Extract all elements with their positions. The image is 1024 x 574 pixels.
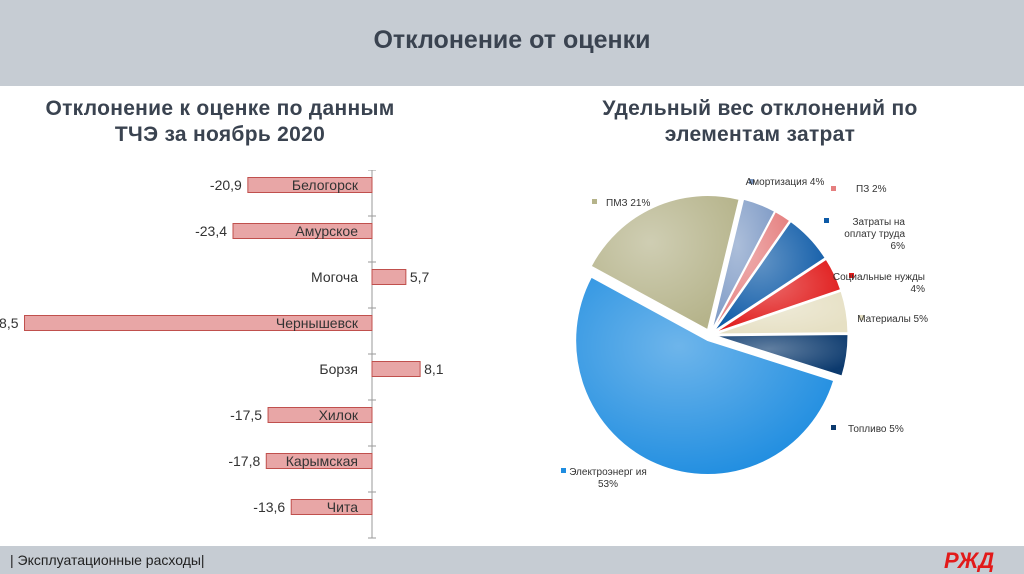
slice-label: Затраты на оплату труда 6% — [844, 217, 905, 252]
slice-label: Электроэнерг ия 53% — [569, 467, 647, 490]
bar — [371, 269, 407, 285]
pie-slice-shine — [714, 221, 826, 331]
bar — [24, 315, 373, 331]
category-label: Могоча — [311, 269, 358, 285]
pie-slice-shine — [712, 199, 775, 330]
bar — [265, 453, 373, 469]
value-label: -23,4 — [195, 223, 227, 239]
footer-band: | Эксплуатационные расходы| РЖД — [0, 546, 1024, 574]
value-label: 5,7 — [410, 269, 430, 285]
bar — [232, 223, 373, 239]
legend-marker — [831, 186, 836, 191]
pie-chart: Амортизация 4% ПЗ 2% Затраты на оплату труд… — [561, 177, 928, 490]
value-label: -58,5 — [0, 315, 19, 331]
legend-marker — [561, 468, 566, 473]
pie-slice-shine — [715, 259, 841, 333]
bar — [371, 361, 421, 377]
value-label: 8,1 — [424, 361, 444, 377]
category-label: Чита — [327, 499, 358, 515]
legend-marker — [824, 218, 829, 223]
header-band: Отклонение от оценки — [0, 0, 1024, 86]
slice-label: ПЗ 2% — [856, 184, 887, 195]
value-label: -13,6 — [253, 499, 285, 515]
category-label: Белогорск — [292, 177, 359, 193]
bar-chart: Белогорск -20,9 Амурское -23,4 Могоча 5,7 Черн… — [0, 170, 444, 539]
legend-marker — [592, 199, 597, 204]
slice-label: Амортизация 4% — [746, 177, 825, 188]
rzd-logo-icon: РЖД — [944, 548, 994, 572]
value-label: -17,8 — [228, 453, 260, 469]
category-label: Борзя — [319, 361, 358, 377]
slice-label: Социальные нужды 4% — [833, 272, 925, 295]
pie-slice-shine — [715, 334, 848, 376]
category-label: Хилок — [319, 407, 359, 423]
bar — [290, 499, 373, 515]
slice-label: Топливо 5% — [848, 424, 904, 435]
pie-slice-shine — [591, 195, 740, 330]
bar — [267, 407, 373, 423]
legend-marker — [849, 273, 854, 278]
pie-slice-shine — [575, 277, 834, 475]
pie-slice-shine — [713, 211, 790, 330]
page-title: Отклонение от оценки — [373, 26, 651, 54]
category-label: Карымская — [286, 453, 358, 469]
value-label: -20,9 — [210, 177, 242, 193]
category-label: Амурское — [295, 223, 358, 239]
value-label: -17,5 — [230, 407, 262, 423]
category-label: Чернышевск — [276, 315, 359, 331]
footer-text: | Эксплуатационные расходы| — [10, 552, 205, 568]
slice-label: Материалы 5% — [857, 314, 928, 325]
legend-marker — [859, 315, 864, 320]
legend-marker — [831, 425, 836, 430]
svg-text:РЖД: РЖД — [944, 548, 994, 572]
slice-label: ПМЗ 21% — [606, 198, 650, 209]
pie-slice-shine — [715, 291, 848, 334]
legend-marker — [749, 179, 754, 184]
bar — [247, 177, 373, 193]
pie-chart-title: Удельный вес отклонений по элементам зат… — [602, 97, 918, 146]
bar-chart-title: Отклонение к оценке по данным ТЧЭ за ноя… — [45, 97, 395, 146]
